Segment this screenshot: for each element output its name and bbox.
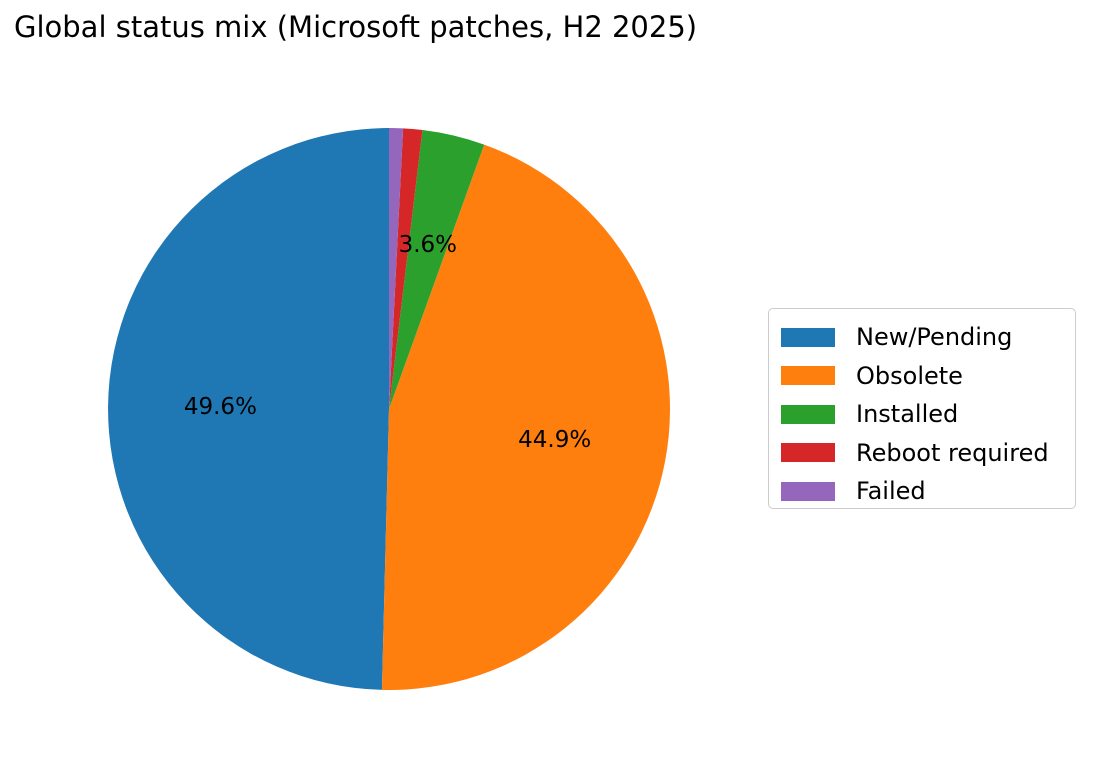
legend-item-obsolete: Obsolete bbox=[781, 357, 1075, 396]
slice-label-new-pending: 49.6% bbox=[184, 394, 257, 420]
legend-item-failed: Failed bbox=[781, 472, 1075, 511]
legend: New/Pending Obsolete Installed Reboot requi… bbox=[768, 308, 1076, 509]
pie-slice-labels: 49.6% 44.9% 3.6% bbox=[184, 232, 591, 453]
legend-swatch bbox=[781, 481, 835, 501]
pie-slice-failed bbox=[389, 127, 404, 410]
legend-swatch bbox=[781, 404, 835, 424]
legend-label: Installed bbox=[856, 400, 959, 429]
pie-slices bbox=[108, 127, 671, 690]
pie-slice-new-pending bbox=[108, 128, 389, 690]
legend-label: Obsolete bbox=[856, 361, 963, 390]
legend-item-installed: Installed bbox=[781, 395, 1075, 434]
pie-slice-installed bbox=[389, 130, 485, 409]
legend-swatch bbox=[781, 443, 835, 463]
pie-slice-obsolete bbox=[381, 144, 671, 690]
pie-slice-reboot-required bbox=[389, 128, 423, 409]
slice-label-installed: 3.6% bbox=[399, 232, 457, 258]
legend-label: Reboot required bbox=[856, 438, 1049, 467]
legend-label: New/Pending bbox=[856, 323, 1013, 352]
slice-label-obsolete: 44.9% bbox=[518, 427, 591, 453]
legend-swatch bbox=[781, 327, 835, 347]
legend-label: Failed bbox=[856, 477, 926, 506]
chart-title: Global status mix (Microsoft patches, H2… bbox=[14, 10, 698, 44]
legend-item-new-pending: New/Pending bbox=[781, 318, 1075, 357]
legend-swatch bbox=[781, 366, 835, 386]
legend-item-reboot-required: Reboot required bbox=[781, 434, 1075, 473]
